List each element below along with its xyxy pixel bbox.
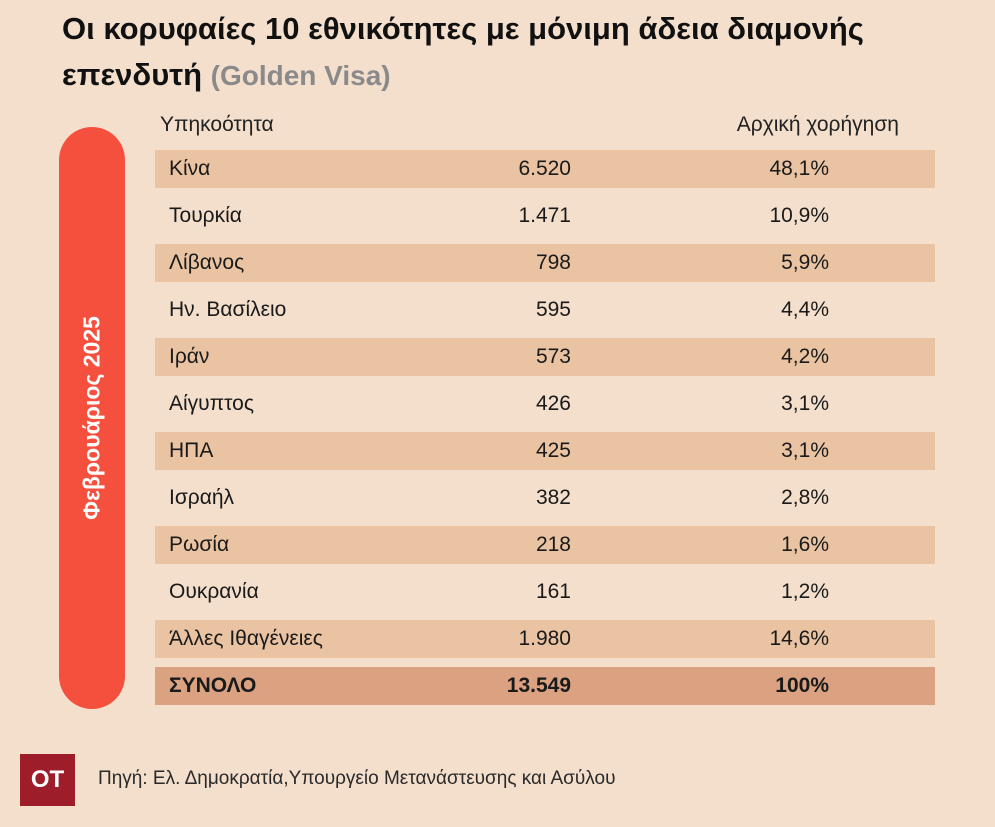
- country-cell: Ρωσία: [169, 533, 230, 556]
- share-cell: 48,1%: [769, 157, 829, 180]
- table-row: Ρωσία 218 1,6%: [155, 526, 935, 564]
- count-cell: 1.471: [518, 204, 571, 227]
- share-cell: 5,9%: [781, 251, 829, 274]
- country-cell: ΗΠΑ: [169, 439, 214, 462]
- table-row: Ισραήλ 382 2,8%: [155, 479, 935, 517]
- share-cell: 100%: [775, 674, 829, 697]
- country-cell: Ην. Βασίλειο: [169, 298, 287, 321]
- share-cell: 1,2%: [781, 580, 829, 603]
- table-row: Άλλες Ιθαγένειες 1.980 14,6%: [155, 620, 935, 658]
- table-row: Τουρκία 1.471 10,9%: [155, 197, 935, 235]
- table-row: Ουκρανία 161 1,2%: [155, 573, 935, 611]
- title-main: Οι κορυφαίες 10 εθνικότητες με μόνιμη άδ…: [62, 11, 864, 92]
- country-cell: Αίγυπτος: [169, 392, 254, 415]
- table-body: Κίνα 6.520 48,1% Τουρκία 1.471 10,9% Λίβανος 79…: [155, 150, 935, 705]
- country-cell: Λίβανος: [169, 251, 245, 274]
- count-cell: 573: [535, 345, 571, 368]
- source-note: Πηγή: Ελ. Δημοκρατία,Υπουργείο Μετανάστε…: [98, 768, 616, 789]
- country-cell: ΣΥΝΟΛΟ: [169, 674, 257, 697]
- count-cell: 13.549: [506, 674, 571, 697]
- country-cell: Ιράν: [169, 345, 210, 368]
- share-cell: 10,9%: [769, 204, 829, 227]
- count-cell: 798: [535, 251, 571, 274]
- ot-logo: OT: [20, 754, 75, 806]
- title-sub: (Golden Visa): [210, 60, 391, 91]
- table-header: Υπηκοότητα Αρχική χορήγηση: [155, 105, 935, 150]
- header-country: Υπηκοότητα: [160, 113, 274, 136]
- count-cell: 595: [535, 298, 571, 321]
- data-table: Υπηκοότητα Αρχική χορήγηση Κίνα 6.520 48,1…: [155, 105, 935, 714]
- share-cell: 3,1%: [781, 439, 829, 462]
- table-row: ΗΠΑ 425 3,1%: [155, 432, 935, 470]
- share-cell: 2,8%: [781, 486, 829, 509]
- share-cell: 14,6%: [769, 627, 829, 650]
- country-cell: Ισραήλ: [169, 486, 235, 509]
- count-cell: 6.520: [518, 157, 571, 180]
- table-row: Λίβανος 798 5,9%: [155, 244, 935, 282]
- count-cell: 1.980: [518, 627, 571, 650]
- count-cell: 161: [535, 580, 571, 603]
- table-row: Κίνα 6.520 48,1%: [155, 150, 935, 188]
- count-cell: 426: [535, 392, 571, 415]
- share-cell: 4,4%: [781, 298, 829, 321]
- table-row: Ιράν 573 4,2%: [155, 338, 935, 376]
- header-share: Αρχική χορήγηση: [736, 113, 899, 136]
- country-cell: Ουκρανία: [169, 580, 259, 603]
- table-row: Ην. Βασίλειο 595 4,4%: [155, 291, 935, 329]
- page-title: Οι κορυφαίες 10 εθνικότητες με μόνιμη άδ…: [62, 6, 962, 99]
- share-cell: 4,2%: [781, 345, 829, 368]
- date-label: Φεβρουάριος 2025: [78, 316, 105, 520]
- count-cell: 425: [535, 439, 571, 462]
- count-cell: 218: [535, 533, 571, 556]
- country-cell: Κίνα: [169, 157, 211, 180]
- total-row: ΣΥΝΟΛΟ 13.549 100%: [155, 667, 935, 705]
- table-row: Αίγυπτος 426 3,1%: [155, 385, 935, 423]
- share-cell: 3,1%: [781, 392, 829, 415]
- share-cell: 1,6%: [781, 533, 829, 556]
- date-pill: Φεβρουάριος 2025: [59, 127, 125, 709]
- country-cell: Τουρκία: [169, 204, 242, 227]
- count-cell: 382: [535, 486, 571, 509]
- country-cell: Άλλες Ιθαγένειες: [169, 627, 323, 650]
